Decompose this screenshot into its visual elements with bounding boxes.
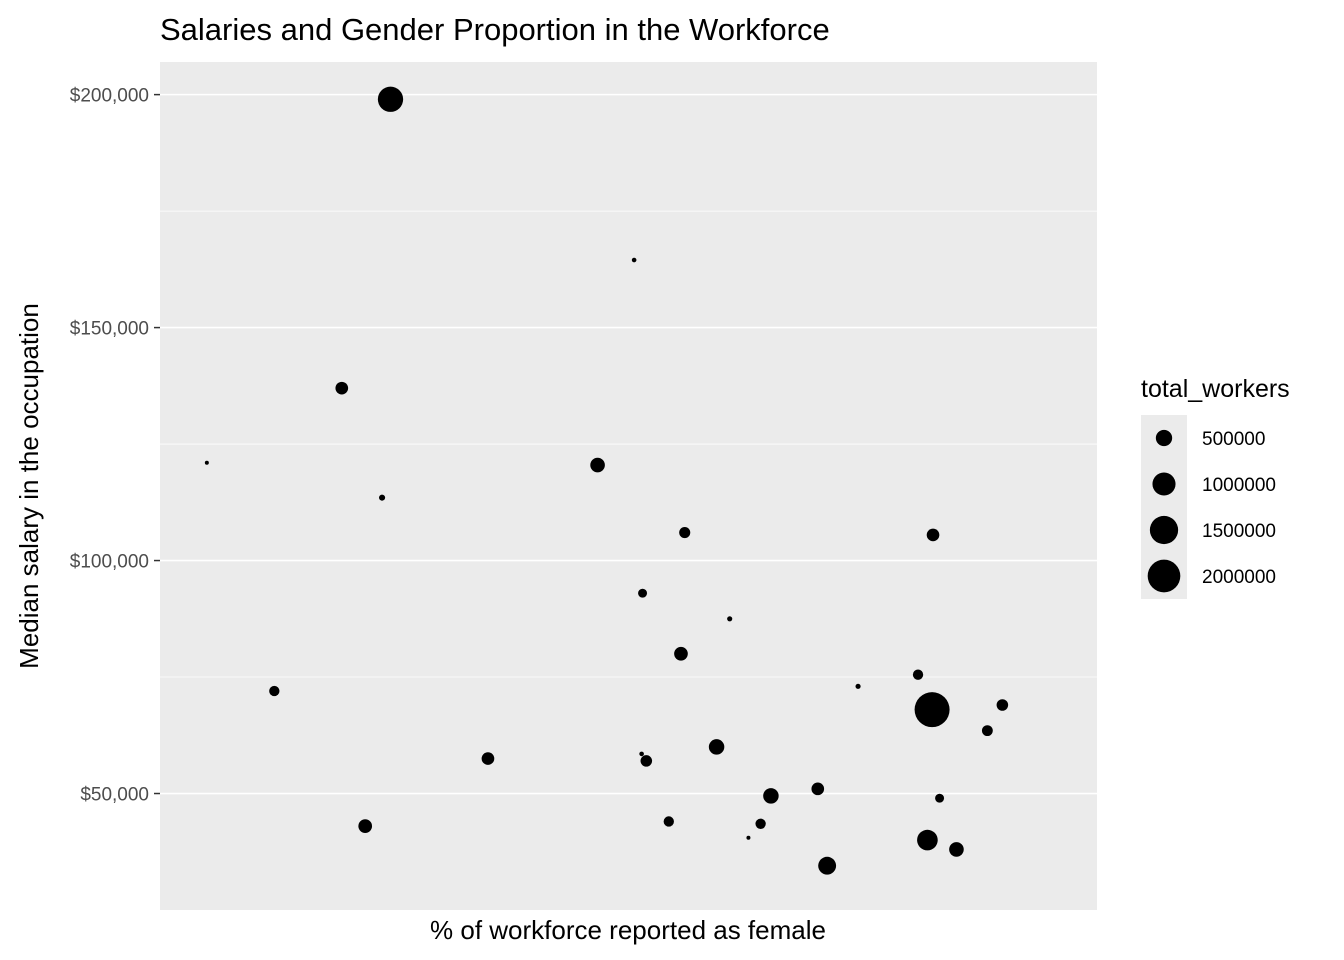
y-axis: $50,000 $100,000 $150,000 $200,000 (70, 86, 160, 806)
data-point (640, 755, 653, 767)
data-point (981, 725, 993, 737)
y-tick-label: $150,000 (70, 319, 149, 340)
data-point (708, 739, 725, 755)
legend-title: total_workers (1141, 375, 1290, 403)
data-point (335, 381, 349, 395)
data-point (912, 669, 924, 680)
data-point (481, 752, 495, 765)
legend-key-circle (1149, 515, 1179, 545)
data-point (914, 692, 950, 728)
data-point (811, 782, 825, 796)
data-point (679, 527, 691, 539)
y-tick-label: $100,000 (70, 552, 149, 573)
minor-gridlines (160, 210, 1097, 678)
data-point (379, 494, 386, 501)
legend-label: 2000000 (1202, 567, 1276, 588)
data-point (204, 460, 209, 465)
data-point (631, 257, 637, 263)
data-point (727, 616, 733, 622)
major-gridlines (160, 93, 1097, 795)
legend-key-circle (1155, 429, 1173, 447)
y-tick-label: $200,000 (70, 86, 149, 107)
legend-key-circle (1152, 472, 1176, 496)
plot-panel (160, 62, 1097, 910)
data-point (935, 793, 945, 803)
x-axis-title: % of workforce reported as female (430, 915, 826, 945)
data-point (746, 835, 751, 840)
legend-key-circle (1147, 559, 1181, 593)
data-point (855, 683, 861, 689)
data-points (204, 86, 1009, 875)
data-point (926, 528, 940, 542)
data-point (996, 699, 1009, 711)
legend-label: 1000000 (1202, 475, 1276, 496)
legend-label: 500000 (1202, 429, 1265, 450)
chart-title: Salaries and Gender Proportion in the Wo… (160, 12, 830, 47)
data-point (377, 86, 404, 112)
data-point (358, 819, 373, 833)
data-point (763, 788, 779, 804)
data-point (590, 457, 605, 473)
data-point (638, 588, 648, 598)
size-legend: total_workers 500000 1000000 1500000 200000… (1141, 375, 1290, 599)
data-point (755, 818, 766, 829)
y-axis-title: Median salary in the occupation (14, 303, 44, 669)
data-point (818, 856, 837, 875)
data-point (639, 751, 644, 757)
data-point (269, 685, 280, 697)
data-point (949, 842, 964, 857)
y-tick-label: $50,000 (80, 785, 149, 806)
data-point (663, 816, 674, 827)
data-point (674, 646, 688, 661)
data-point (917, 829, 938, 851)
legend-label: 1500000 (1202, 521, 1276, 542)
